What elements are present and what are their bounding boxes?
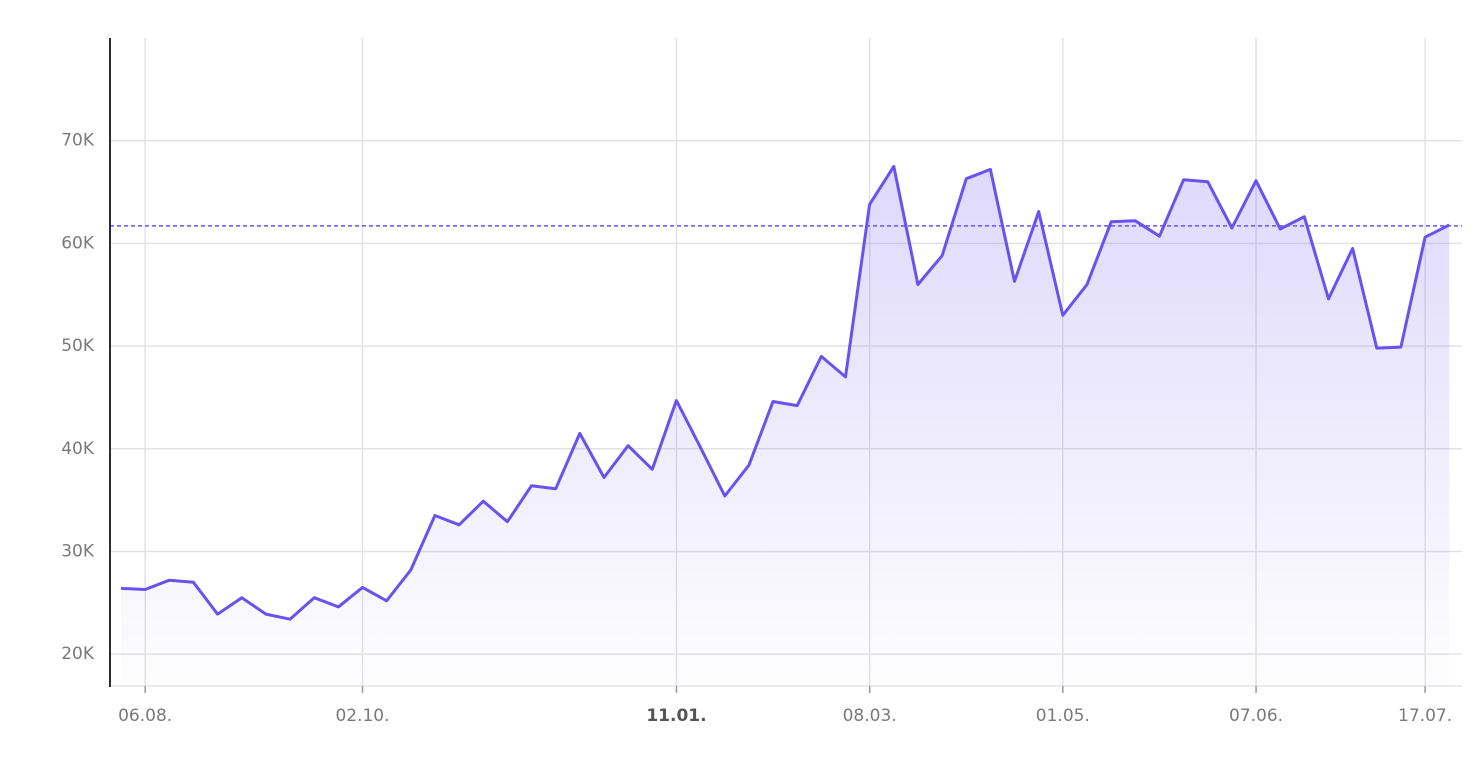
y-tick-label: 30K (61, 541, 95, 561)
x-tick-label: 02.10. (335, 706, 389, 726)
x-tick-label: 08.03. (843, 706, 897, 726)
x-tick-label: 17.07. (1398, 706, 1452, 726)
y-tick-label: 20K (61, 644, 95, 664)
x-tick-label: 07.06. (1229, 706, 1283, 726)
line (120, 164, 1450, 621)
y-tick-label: 40K (61, 439, 95, 459)
x-tick-label: 11.01. (646, 706, 706, 726)
y-tick-label: 70K (61, 131, 95, 151)
area (121, 166, 1450, 686)
y-tick-label: 50K (61, 336, 95, 356)
x-tick-label: 01.05. (1036, 706, 1090, 726)
y-tick-label: 60K (61, 233, 95, 253)
x-tick-label: 06.08. (118, 706, 172, 726)
